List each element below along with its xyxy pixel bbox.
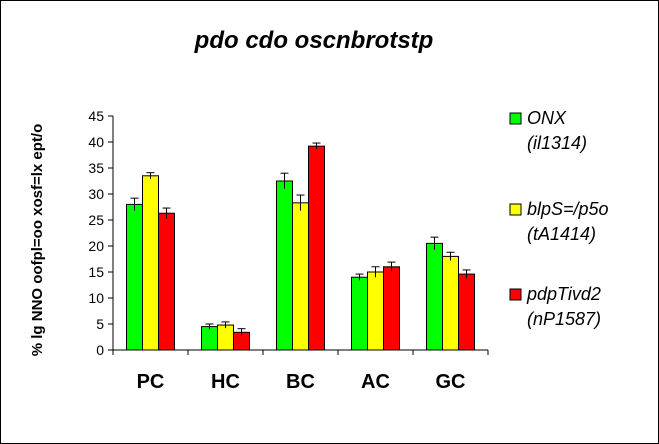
bar-pc-series-1 [126, 203, 143, 351]
legend: ONX (il1314) blpS=/p5o (tA1414) pdpTivd2 (nP1… [509, 108, 609, 329]
y-tick-label: 15 [88, 264, 104, 280]
bar-ac-series-2 [367, 271, 384, 351]
x-tick-label: BC [286, 371, 315, 393]
bar-gc-series-2 [442, 255, 459, 351]
x-tick-label: AC [361, 371, 390, 393]
y-tick-label: 40 [88, 134, 104, 150]
bar-pc-series-3 [158, 212, 175, 351]
y-tick-label: 25 [88, 212, 104, 228]
x-axis-ticks: PC HC BC AC GC [112, 350, 489, 393]
y-tick-label: 0 [96, 342, 104, 358]
legend-swatch [509, 203, 522, 216]
bar-gc-series-3 [458, 273, 475, 351]
bar-hc-series-1 [201, 326, 218, 351]
y-tick-label: 5 [96, 316, 104, 332]
bar-bc-series-1 [276, 180, 293, 351]
y-axis-ticks: 0 5 10 15 20 25 30 35 40 45 [88, 108, 113, 358]
bar-series [126, 142, 475, 351]
chart-title: pdo cdo oscnbrotstp [194, 27, 434, 54]
bar-bc-series-3 [308, 145, 325, 351]
y-tick-label: 10 [88, 290, 104, 306]
bar-hc-series-2 [217, 324, 234, 351]
legend-label: ONX [527, 108, 567, 128]
legend-swatch [509, 288, 522, 301]
y-axis-label: % lg NNO oofpl=oo xosf=lx ept/o [29, 124, 46, 357]
legend-swatch [509, 112, 522, 125]
y-tick-label: 20 [88, 238, 104, 254]
axes [112, 116, 488, 351]
bar-bc-series-2 [292, 202, 309, 351]
y-tick-label: 30 [88, 186, 104, 202]
bar-pc-series-2 [142, 175, 159, 351]
bar-gc-series-1 [426, 242, 443, 351]
legend-label: pdpTivd2 [526, 284, 601, 304]
y-tick-label: 45 [88, 108, 104, 124]
bar-ac-series-3 [383, 266, 400, 351]
x-tick-label: GC [436, 371, 466, 393]
y-tick-label: 35 [88, 160, 104, 176]
legend-sublabel: (nP1587) [527, 309, 601, 329]
x-tick-label: PC [137, 371, 165, 393]
legend-sublabel: (tA1414) [527, 224, 596, 244]
legend-sublabel: (il1314) [527, 133, 587, 153]
bar-ac-series-1 [351, 276, 368, 351]
legend-label: blpS=/p5o [527, 199, 609, 219]
x-tick-label: HC [211, 371, 240, 393]
